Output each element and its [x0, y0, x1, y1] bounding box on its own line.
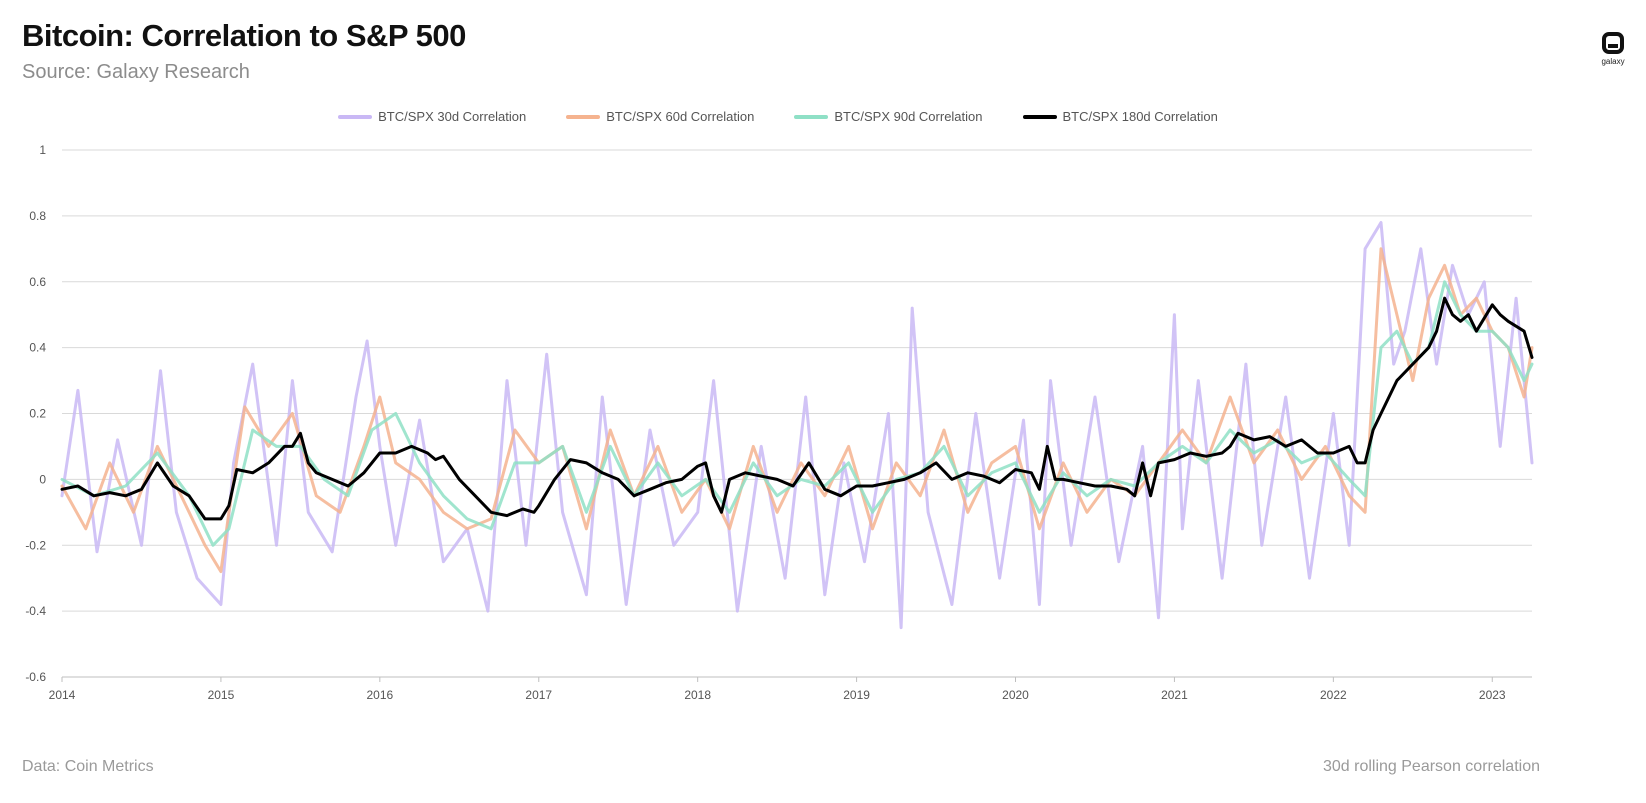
y-tick-label: -0.2: [25, 538, 46, 552]
y-tick-label: 0.6: [29, 275, 46, 289]
y-tick-label: 0.4: [29, 341, 46, 355]
galaxy-logo-icon: [1602, 32, 1624, 54]
series-line-60d: [60, 247, 1534, 574]
galaxy-logo-text: galaxy: [1601, 57, 1625, 66]
x-tick-label: 2016: [366, 688, 393, 702]
series-layer: [60, 221, 1534, 630]
y-tick-label: 0: [39, 472, 46, 486]
chart-title: Bitcoin: Correlation to S&P 500: [22, 18, 466, 53]
legend-label-60d: BTC/SPX 60d Correlation: [606, 109, 755, 124]
x-tick-label: 2021: [1161, 688, 1188, 702]
legend-swatch-60d: [566, 114, 601, 119]
series-line-180d: [60, 296, 1534, 521]
legend-item-180d: BTC/SPX 180d Correlation: [1022, 109, 1218, 124]
legend-swatch-30d: [338, 114, 373, 119]
legend-item-30d: BTC/SPX 30d Correlation: [338, 109, 526, 124]
legend-item-60d: BTC/SPX 60d Correlation: [566, 109, 754, 124]
x-tick-label: 2019: [843, 688, 870, 702]
legend-label-90d: BTC/SPX 90d Correlation: [834, 109, 983, 124]
x-tick-label: 2022: [1320, 688, 1347, 702]
y-tick-label: 0.2: [29, 407, 46, 421]
legend-item-90d: BTC/SPX 90d Correlation: [794, 109, 983, 124]
legend-label-30d: BTC/SPX 30d Correlation: [378, 109, 527, 124]
y-tick-label: -0.4: [25, 604, 46, 618]
y-tick-label: 1: [39, 143, 46, 157]
x-tick-label: 2018: [684, 688, 711, 702]
method-note: 30d rolling Pearson correlation: [1322, 758, 1540, 775]
series-line-30d: [60, 221, 1534, 630]
x-tick-label: 2014: [49, 688, 76, 702]
x-tick-label: 2023: [1479, 688, 1506, 702]
chart-subtitle: Source: Galaxy Research: [22, 61, 250, 83]
y-tick-label: 0.8: [29, 209, 46, 223]
data-source-note: Data: Coin Metrics: [22, 758, 154, 775]
x-tick-label: 2020: [1002, 688, 1029, 702]
legend-swatch-90d: [794, 114, 829, 119]
galaxy-logo: galaxy: [1596, 32, 1630, 66]
series-line-90d: [60, 280, 1534, 547]
legend-swatch-180d: [1022, 114, 1057, 119]
grid-layer: [62, 149, 1532, 678]
y-tick-label: -0.6: [25, 670, 46, 684]
legend-label-180d: BTC/SPX 180d Correlation: [1062, 109, 1218, 124]
x-tick-label: 2017: [525, 688, 552, 702]
x-tick-label: 2015: [208, 688, 235, 702]
chart-legend: BTC/SPX 30d Correlation BTC/SPX 60d Corr…: [0, 109, 1601, 124]
